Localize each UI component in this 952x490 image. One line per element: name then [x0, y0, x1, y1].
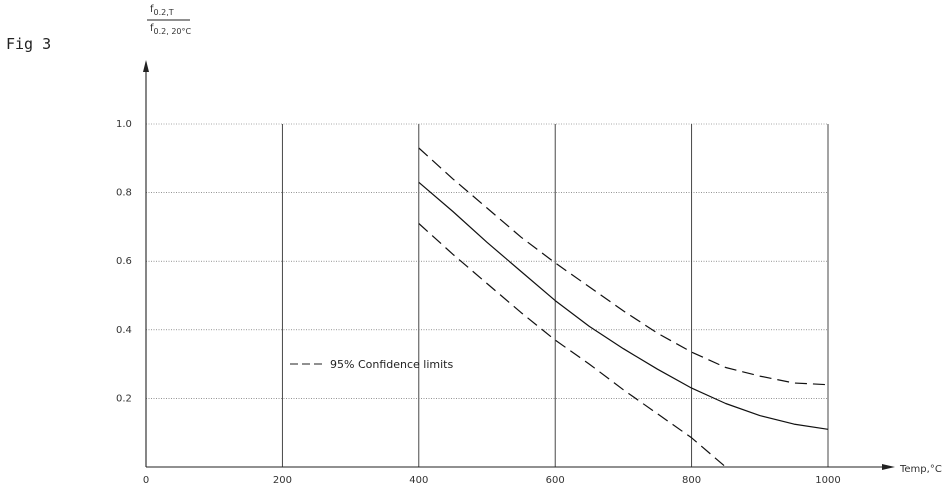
- y-tick-label: 0.2: [116, 393, 132, 404]
- figure-label: Fig 3: [6, 35, 51, 53]
- x-axis-label: Temp,°C: [899, 464, 942, 475]
- y-tick-label: 1.0: [116, 119, 132, 130]
- series-group: [418, 147, 829, 468]
- tick-labels: 0.2 0.4 0.6 0.8 1.0 0 200 400 600 800 1000: [116, 119, 841, 486]
- ylabel-numerator-main: f: [150, 4, 154, 15]
- x-tick-label: 600: [546, 475, 565, 486]
- axes: [143, 60, 895, 470]
- y-tick-label: 0.6: [116, 256, 132, 267]
- y-axis-label: f0.2,T f0.2, 20°C: [147, 4, 192, 36]
- legend-label: 95% Confidence limits: [330, 358, 453, 371]
- mean-curve: [418, 181, 829, 430]
- y-tick-label: 0.4: [116, 325, 132, 336]
- ylabel-numerator-sub: 0.2,T: [154, 8, 174, 17]
- svg-text:f0.2,T: f0.2,T: [150, 4, 174, 17]
- x-tick-label: 1000: [815, 475, 840, 486]
- x-axis-arrow: [882, 464, 895, 470]
- y-tick-label: 0.8: [116, 188, 132, 199]
- x-tick-label: 200: [273, 475, 292, 486]
- lower-confidence-limit-curve: [418, 223, 727, 468]
- ylabel-denominator-main: f: [150, 23, 154, 34]
- svg-text:f0.2, 20°C: f0.2, 20°C: [150, 23, 192, 36]
- grid: [146, 123, 829, 467]
- x-tick-label: 0: [143, 475, 149, 486]
- ylabel-denominator-sub: 0.2, 20°C: [154, 27, 192, 36]
- upper-confidence-limit-curve: [418, 147, 829, 386]
- x-tick-label: 800: [682, 475, 701, 486]
- legend: 95% Confidence limits: [290, 358, 453, 371]
- y-axis-arrow: [143, 60, 149, 72]
- x-tick-label: 400: [409, 475, 428, 486]
